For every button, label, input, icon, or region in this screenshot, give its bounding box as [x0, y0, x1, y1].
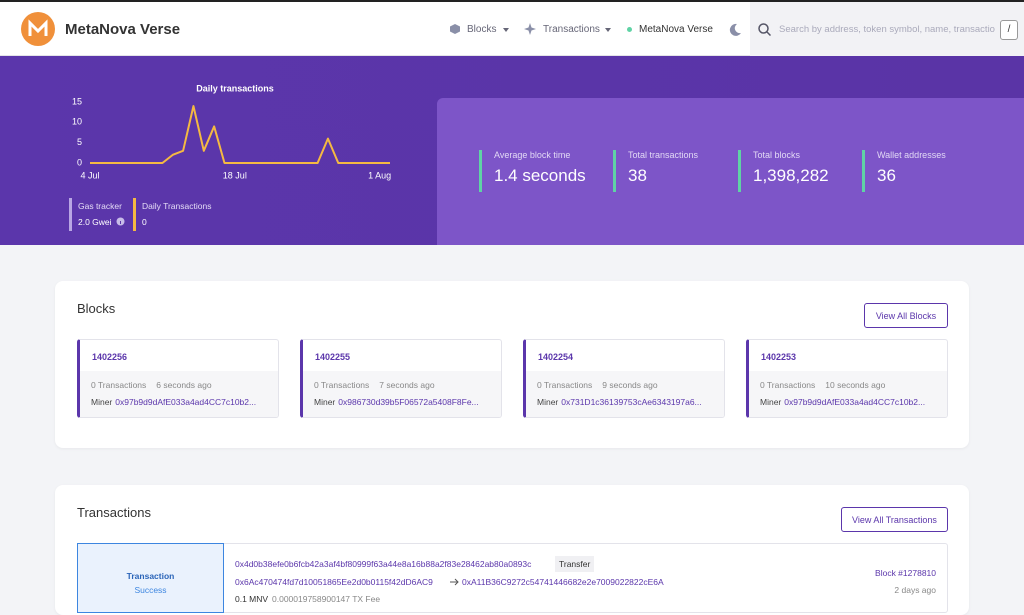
tx-from[interactable]: 0x6Ac470474fd7d10051865Ee2d0b0115f42dD6A…: [235, 577, 433, 587]
stat-value: 36: [877, 166, 896, 185]
tx-kind: Transaction: [126, 571, 175, 581]
block-age: 7 seconds ago: [379, 380, 435, 390]
search-placeholder: Search by address, token symbol, name, t…: [779, 24, 995, 35]
gas-bar: [69, 198, 72, 231]
tx-method: Transfer: [555, 556, 595, 572]
block-details: 0 Transactions 7 seconds ago Miner 0x986730…: [303, 371, 501, 417]
stat-value: 1.4 seconds: [494, 166, 586, 185]
network[interactable]: MetaNova Verse: [639, 24, 713, 35]
brand[interactable]: MetaNova Verse: [65, 21, 181, 38]
x-tick-label: 1 Aug: [368, 170, 391, 180]
block-miner: Miner 0x97b9d9dAfE033a4ad4CC7c10b2...: [760, 397, 947, 407]
chart-title: Daily transactions: [196, 83, 274, 93]
block-miner: Miner 0x97b9d9dAfE033a4ad4CC7c10b2...: [91, 397, 278, 407]
tx-block[interactable]: Block #1278810: [875, 568, 936, 578]
network-dot: [627, 27, 632, 32]
block-meta: 0 Transactions 6 seconds ago: [91, 380, 278, 390]
block-card[interactable]: 1402254 0 Transactions 9 seconds ago Miner 0…: [523, 339, 725, 418]
block-card[interactable]: 1402255 0 Transactions 7 seconds ago Miner 0…: [300, 339, 502, 418]
block-age: 6 seconds ago: [156, 380, 212, 390]
stat-label: Total blocks: [753, 150, 801, 160]
block-number: 1402255: [315, 352, 351, 362]
daily-bar: [133, 198, 136, 231]
tx-status-box: Transaction Success: [77, 543, 224, 613]
block-txs: 0 Transactions: [314, 380, 370, 390]
blocks-title: Blocks: [77, 301, 116, 316]
miner-address: 0x731D1c36139753cAe6343197a6...: [561, 397, 702, 407]
block-meta: 0 Transactions 10 seconds ago: [760, 380, 947, 390]
tx-fee: 0.000019758900147 TX Fee: [272, 594, 381, 604]
y-tick-label: 15: [72, 96, 82, 106]
block-number: 1402256: [92, 352, 128, 362]
block-number: 1402254: [538, 352, 574, 362]
block-card[interactable]: 1402253 0 Transactions 10 seconds ago Miner…: [746, 339, 948, 418]
stat: Average block time 1.4 seconds: [479, 150, 586, 192]
stat-label: Average block time: [494, 150, 571, 160]
block-number: 1402253: [761, 352, 797, 362]
blocks-icon: [450, 24, 460, 34]
nav-link[interactable]: Transactions: [543, 24, 600, 35]
stat: Wallet addresses 36: [862, 150, 946, 192]
stat-label: Total transactions: [628, 150, 699, 160]
transactions-title: Transactions: [77, 505, 151, 520]
daily-label: Daily Transactions: [142, 201, 212, 211]
block-card[interactable]: 1402256 0 Transactions 6 seconds ago Miner 0…: [77, 339, 279, 418]
miner-address: 0x97b9d9dAfE033a4ad4CC7c10b2...: [115, 397, 257, 407]
stat: Total transactions 38: [613, 150, 698, 192]
y-tick-label: 10: [72, 117, 82, 127]
tx-icon: [524, 23, 536, 35]
x-tick-label: 4 Jul: [80, 170, 99, 180]
block-miner: Miner 0x986730d39b5F06572a5408F8Fe...: [314, 397, 501, 407]
block-meta: 0 Transactions 9 seconds ago: [537, 380, 724, 390]
block-details: 0 Transactions 6 seconds ago Miner 0x97b9d9…: [80, 371, 278, 417]
search-key: /: [1000, 20, 1018, 40]
gas-value: 2.0 Gwei: [78, 217, 112, 227]
search-box[interactable]: Search by address, token symbol, name, t…: [750, 2, 1024, 56]
line: [90, 105, 390, 164]
miner-address: 0x986730d39b5F06572a5408F8Fe...: [338, 397, 479, 407]
tx-to[interactable]: 0xA11B36C9272c54741446682e2e7009022822cE…: [462, 577, 664, 587]
block-meta: 0 Transactions 7 seconds ago: [314, 380, 501, 390]
tx-age: 2 days ago: [894, 585, 936, 595]
block-txs: 0 Transactions: [537, 380, 593, 390]
daily-value: 0: [142, 217, 147, 227]
block-txs: 0 Transactions: [91, 380, 147, 390]
daily-chart: Daily transactions 0 5 10 15 4 Jul 18 Jul 1 Aug: [72, 83, 391, 180]
miner-address: 0x97b9d9dAfE033a4ad4CC7c10b2...: [784, 397, 926, 407]
tx-status: Success: [134, 585, 167, 595]
stat-label: Wallet addresses: [877, 150, 946, 160]
stat-value: 38: [628, 166, 647, 185]
miner-label: Miner: [537, 397, 559, 407]
theme-toggle[interactable]: [729, 23, 741, 36]
block-txs: 0 Transactions: [760, 380, 816, 390]
y-tick-label: 0: [77, 157, 82, 167]
block-details: 0 Transactions 9 seconds ago Miner 0x731D1c…: [526, 371, 724, 417]
gas-label: Gas tracker: [78, 201, 122, 211]
arrow: [450, 578, 459, 586]
caret: [503, 28, 509, 32]
miner-label: Miner: [91, 397, 113, 407]
y-tick-label: 5: [77, 137, 82, 147]
caret: [605, 28, 611, 32]
stat: Total blocks 1,398,282: [738, 150, 829, 192]
block-age: 10 seconds ago: [825, 380, 886, 390]
view-all-blocks[interactable]: View All Blocks: [864, 303, 948, 328]
miner-label: Miner: [760, 397, 782, 407]
tx-amount: 0.1 MNV: [235, 594, 269, 604]
logo[interactable]: [21, 12, 55, 46]
block-age: 9 seconds ago: [602, 380, 658, 390]
search-icon: [758, 23, 771, 36]
tx-hash[interactable]: 0x4d0b38efe0b6fcb42a3af4bf80999f63a44e8a…: [235, 559, 532, 569]
stat-value: 1,398,282: [753, 166, 829, 185]
header: MetaNova Verse Blocks Transactions MetaN…: [0, 0, 1024, 56]
stats-panel: [437, 98, 1024, 245]
x-tick-label: 18 Jul: [223, 170, 247, 180]
miner-label: Miner: [314, 397, 336, 407]
view-all-transactions[interactable]: View All Transactions: [841, 507, 948, 532]
info-icon[interactable]: [116, 217, 125, 226]
block-miner: Miner 0x731D1c36139753cAe6343197a6...: [537, 397, 724, 407]
block-details: 0 Transactions 10 seconds ago Miner 0x97b9d…: [749, 371, 947, 417]
nav-link[interactable]: Blocks: [467, 24, 497, 35]
